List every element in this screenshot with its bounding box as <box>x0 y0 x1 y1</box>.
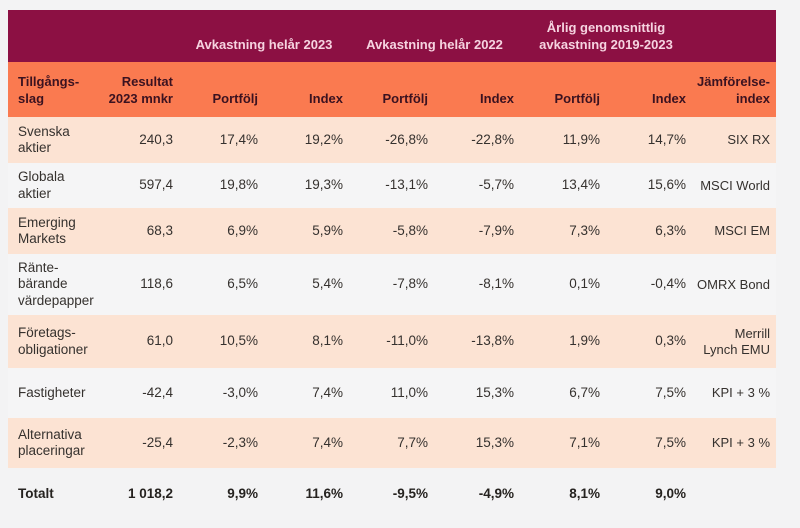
cell-portfolj-2022: -11,0% <box>349 315 434 368</box>
col-header-resultat-2023: Resultat 2023 mnkr <box>104 62 179 117</box>
cell-portfolj-2022: -7,8% <box>349 254 434 315</box>
cell-index-2022: -22,8% <box>434 117 520 163</box>
cell-jamforelseindex: Merrill Lynch EMU <box>692 315 777 368</box>
cell-portfolj-2023: -2,3% <box>179 418 264 468</box>
cell-index-2023: 19,3% <box>264 163 349 208</box>
cell-index-2022: 15,3% <box>434 418 520 468</box>
cell-portfolj-2023: -3,0% <box>179 368 264 418</box>
table-row-globala-aktier: Globala aktier 597,4 19,8% 19,3% -13,1% … <box>8 163 777 208</box>
cell-jamforelseindex: SIX RX <box>692 117 777 163</box>
row-label: Totalt <box>18 485 54 501</box>
performance-table: Avkastning helår 2023 Avkastning helår 2… <box>8 10 777 520</box>
row-label: Företags- obligationer <box>8 315 104 368</box>
cell-jamforelseindex: MSCI EM <box>692 208 777 254</box>
cell-portfolj-avg: 13,4% <box>520 163 606 208</box>
cell-index-2023: 8,1% <box>264 315 349 368</box>
cell-index-2022: -8,1% <box>434 254 520 315</box>
table-row-alternativa-placeringar: Alternativa placeringar -25,4 -2,3% 7,4%… <box>8 418 777 468</box>
table-row-rantebarande-vardepapper: Ränte- bärande värdepapper 118,6 6,5% 5,… <box>8 254 777 315</box>
cell-index-avg: 7,5% <box>606 368 693 418</box>
cell-index-avg: -0,4% <box>606 254 693 315</box>
col-header-index-avg: Index <box>606 62 693 117</box>
cell-portfolj-2023: 19,8% <box>179 163 264 208</box>
cell-index-2022: -5,7% <box>434 163 520 208</box>
cell-index-2022: -13,8% <box>434 315 520 368</box>
row-label: Fastigheter <box>8 368 104 418</box>
cell-portfolj-2023: 9,9% <box>227 485 258 501</box>
cell-index-avg: 0,3% <box>606 315 693 368</box>
cell-portfolj-avg: 7,3% <box>520 208 606 254</box>
cell-portfolj-avg: 11,9% <box>520 117 606 163</box>
row-label: Svenska aktier <box>8 117 104 163</box>
cell-portfolj-avg: 7,1% <box>520 418 606 468</box>
cell-portfolj-2022: -13,1% <box>349 163 434 208</box>
cell-resultat: 118,6 <box>104 254 179 315</box>
col-header-portfolj-2022: Portfölj <box>349 62 434 117</box>
cell-resultat: 68,3 <box>104 208 179 254</box>
cell-jamforelseindex: OMRX Bond <box>692 254 777 315</box>
cell-index-avg: 9,0% <box>655 485 687 501</box>
cell-portfolj-avg: 6,7% <box>520 368 606 418</box>
cell-jamforelseindex: KPI + 3 % <box>692 368 777 418</box>
group-header-2023: Avkastning helår 2023 <box>179 10 349 62</box>
cell-index-2023: 5,4% <box>264 254 349 315</box>
cell-jamforelseindex: MSCI World <box>692 163 777 208</box>
cell-portfolj-avg: 0,1% <box>520 254 606 315</box>
cell-portfolj-2022: -5,8% <box>349 208 434 254</box>
row-label: Emerging Markets <box>8 208 104 254</box>
cell-portfolj-2022: 11,0% <box>349 368 434 418</box>
column-header-row: Tillgångs- slag Resultat 2023 mnkr Portf… <box>8 62 777 117</box>
col-header-tillgangsslag: Tillgångs- slag <box>8 62 104 117</box>
col-header-portfolj-2023: Portfölj <box>179 62 264 117</box>
cell-portfolj-2023: 10,5% <box>179 315 264 368</box>
col-header-index-2022: Index <box>434 62 520 117</box>
row-label: Globala aktier <box>8 163 104 208</box>
cell-index-avg: 6,3% <box>606 208 693 254</box>
table-row-fastigheter: Fastigheter -42,4 -3,0% 7,4% 11,0% 15,3%… <box>8 368 777 418</box>
cell-index-avg: 14,7% <box>606 117 693 163</box>
cell-resultat: -25,4 <box>104 418 179 468</box>
cell-index-avg: 15,6% <box>606 163 693 208</box>
cell-index-2023: 7,4% <box>264 418 349 468</box>
cell-jamforelseindex <box>692 468 776 520</box>
row-label: Alternativa placeringar <box>8 418 104 468</box>
cell-index-2022: -4,9% <box>478 485 514 501</box>
cell-portfolj-2023: 17,4% <box>179 117 264 163</box>
col-header-index-2023: Index <box>264 62 349 117</box>
cell-resultat: 1 018,2 <box>127 485 173 501</box>
cell-index-avg: 7,5% <box>606 418 693 468</box>
cell-index-2023: 19,2% <box>264 117 349 163</box>
table-row-totalt: Totalt 1 018,2 9,9% 11,6% -9,5% -4,9% 8,… <box>8 468 776 520</box>
cell-index-2022: 15,3% <box>434 368 520 418</box>
cell-portfolj-avg: 8,1% <box>569 485 600 501</box>
cell-index-2023: 7,4% <box>264 368 349 418</box>
group-header-2022: Avkastning helår 2022 <box>349 10 520 62</box>
cell-portfolj-2022: -9,5% <box>392 485 428 501</box>
table-row-emerging-markets: Emerging Markets 68,3 6,9% 5,9% -5,8% -7… <box>8 208 777 254</box>
cell-resultat: 61,0 <box>104 315 179 368</box>
cell-portfolj-2023: 6,5% <box>179 254 264 315</box>
row-label: Ränte- bärande värdepapper <box>8 254 104 315</box>
col-header-portfolj-avg: Portfölj <box>520 62 606 117</box>
table-row-foretagsobligationer: Företags- obligationer 61,0 10,5% 8,1% -… <box>8 315 777 368</box>
group-header-row: Avkastning helår 2023 Avkastning helår 2… <box>8 10 777 62</box>
cell-index-2023: 5,9% <box>264 208 349 254</box>
cell-resultat: -42,4 <box>104 368 179 418</box>
cell-index-2022: -7,9% <box>434 208 520 254</box>
group-header-spacer-left <box>8 10 179 62</box>
group-header-avg-2019-2023: Årlig genomsnittlig avkastning 2019-2023 <box>520 10 693 62</box>
cell-jamforelseindex: KPI + 3 % <box>692 418 777 468</box>
cell-portfolj-2022: 7,7% <box>349 418 434 468</box>
cell-portfolj-avg: 1,9% <box>520 315 606 368</box>
group-header-spacer-right <box>692 10 777 62</box>
table-row-svenska-aktier: Svenska aktier 240,3 17,4% 19,2% -26,8% … <box>8 117 777 163</box>
cell-resultat: 597,4 <box>104 163 179 208</box>
cell-index-2023: 11,6% <box>305 485 343 501</box>
cell-resultat: 240,3 <box>104 117 179 163</box>
cell-portfolj-2023: 6,9% <box>179 208 264 254</box>
col-header-jamforelseindex: Jämförelse- index <box>692 62 777 117</box>
cell-portfolj-2022: -26,8% <box>349 117 434 163</box>
